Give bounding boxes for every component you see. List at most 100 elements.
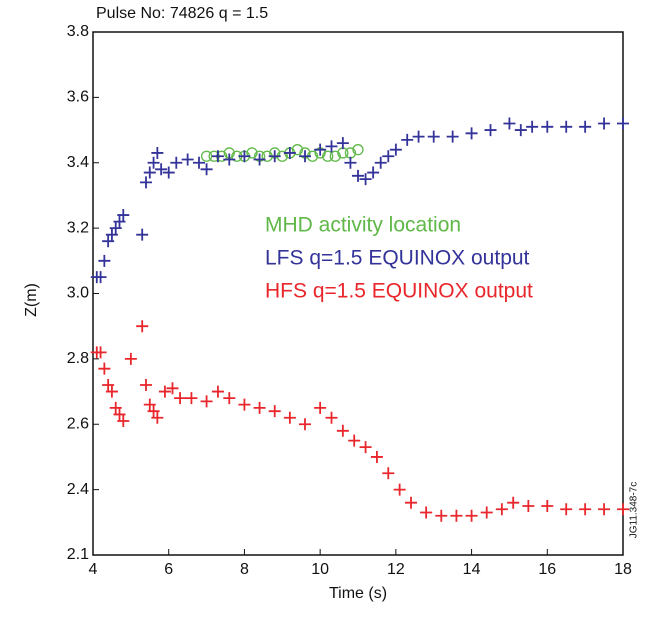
y-tick-label: 2.8 — [67, 350, 89, 367]
point — [105, 385, 118, 398]
y-tick-label: 3.8 — [67, 23, 89, 40]
point — [389, 143, 402, 156]
point — [143, 166, 156, 179]
point — [352, 144, 364, 156]
point — [185, 392, 198, 405]
point — [136, 228, 149, 241]
x-tick-label: 4 — [89, 561, 98, 578]
point — [147, 156, 160, 169]
point — [151, 146, 164, 159]
point — [598, 503, 611, 516]
point — [113, 215, 126, 228]
point — [211, 385, 224, 398]
point — [94, 271, 107, 284]
point — [181, 153, 194, 166]
point — [617, 117, 629, 130]
y-tick-label: 2.1 — [67, 546, 89, 563]
point — [223, 153, 236, 166]
point — [322, 150, 334, 162]
point — [435, 509, 448, 522]
point — [382, 150, 395, 163]
point — [314, 143, 327, 156]
point — [325, 411, 338, 424]
y-tick-label: 3.0 — [67, 285, 89, 302]
point — [253, 153, 266, 166]
x-tick-label: 12 — [387, 561, 405, 578]
point — [484, 124, 497, 137]
point — [253, 401, 266, 414]
point — [102, 379, 115, 392]
point — [522, 499, 535, 512]
point — [105, 228, 118, 241]
y-axis-label: Z(m) — [23, 283, 40, 317]
point — [158, 385, 171, 398]
point — [140, 379, 152, 392]
y-tick-label: 3.4 — [67, 154, 89, 171]
point — [268, 150, 281, 163]
point — [401, 133, 414, 146]
point — [117, 414, 130, 427]
point — [170, 156, 183, 169]
x-tick-label: 6 — [164, 561, 173, 578]
point — [450, 509, 463, 522]
point — [147, 405, 160, 418]
legend-entry: HFS q=1.5 EQUINOX output — [265, 280, 533, 303]
point — [370, 450, 383, 463]
point — [465, 127, 478, 140]
point — [344, 156, 357, 169]
point — [124, 352, 137, 365]
point — [514, 124, 527, 137]
point — [503, 117, 516, 130]
point — [246, 147, 258, 159]
point — [200, 163, 213, 176]
y-tick-label: 3.2 — [67, 219, 89, 236]
point — [579, 503, 592, 516]
point — [393, 483, 406, 496]
x-tick-label: 18 — [614, 561, 632, 578]
point — [329, 150, 341, 162]
point — [325, 140, 338, 153]
point — [465, 509, 478, 522]
point — [223, 392, 236, 405]
x-axis-label: Time (s) — [329, 585, 387, 602]
point — [238, 398, 251, 411]
point — [420, 506, 433, 519]
point — [166, 382, 179, 395]
point — [151, 411, 164, 424]
point — [211, 150, 224, 163]
side-note: JG11.348-7c — [629, 482, 640, 539]
point — [314, 401, 327, 414]
point — [480, 506, 493, 519]
point — [299, 418, 311, 431]
point — [291, 144, 304, 156]
point — [598, 117, 611, 130]
point — [617, 503, 629, 516]
point — [283, 146, 296, 159]
point — [109, 222, 122, 235]
point — [193, 156, 205, 169]
point — [117, 209, 130, 222]
point — [140, 176, 152, 189]
point — [113, 408, 126, 421]
x-tick-label: 16 — [538, 561, 556, 578]
point — [238, 150, 251, 163]
point — [336, 137, 349, 150]
point — [560, 120, 573, 133]
point — [526, 120, 539, 133]
y-tick-label: 2.4 — [67, 481, 89, 498]
legend-entry: MHD activity location — [265, 214, 461, 237]
point — [541, 499, 554, 512]
x-tick-label: 10 — [311, 561, 329, 578]
x-tick-label: 14 — [463, 561, 481, 578]
point — [359, 441, 372, 454]
point — [200, 150, 213, 162]
point — [283, 411, 296, 424]
point — [268, 405, 281, 418]
point — [94, 346, 107, 359]
point — [143, 398, 156, 411]
point — [541, 120, 554, 133]
point — [299, 150, 311, 163]
point — [352, 169, 364, 182]
